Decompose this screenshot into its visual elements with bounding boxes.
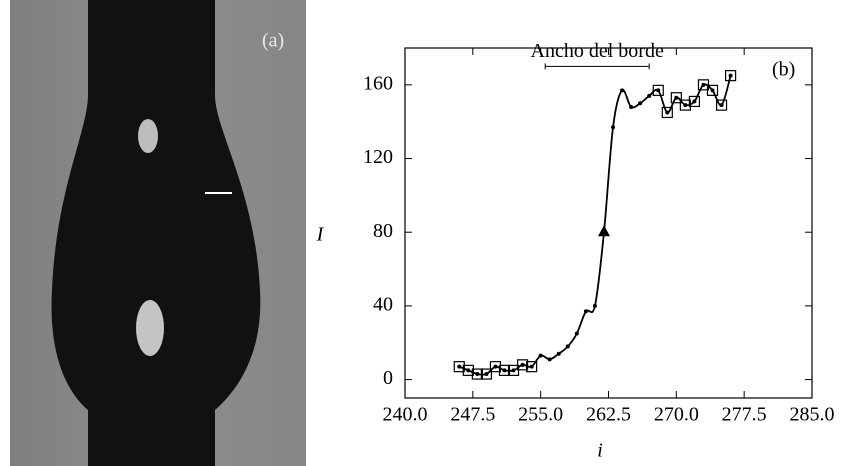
point: [538, 353, 543, 358]
y-tick-label: 80: [373, 220, 393, 242]
bright-spot: [138, 119, 158, 153]
y-tick-label: 0: [383, 367, 393, 389]
point: [592, 303, 597, 308]
point: [692, 99, 697, 104]
square-marker: [489, 361, 502, 373]
square-marker: [471, 368, 483, 380]
square-marker: [498, 364, 511, 376]
point: [611, 125, 616, 130]
photo-panel: (a): [10, 0, 306, 466]
x-axis-label: i: [597, 440, 603, 462]
triangle-marker: [597, 225, 610, 237]
square-marker: [652, 84, 664, 96]
x-tick-label: 277.5: [722, 404, 767, 426]
point: [574, 331, 579, 336]
square-marker: [688, 95, 701, 108]
point: [565, 344, 570, 349]
point: [683, 103, 688, 108]
y-tick-label: 40: [373, 293, 393, 315]
point: [466, 368, 471, 373]
square-marker: [670, 92, 682, 104]
point: [484, 372, 489, 377]
point: [547, 357, 552, 362]
x-tick-label: 270.0: [654, 404, 699, 426]
point: [556, 351, 561, 356]
square-marker: [526, 361, 538, 373]
point: [502, 368, 507, 373]
y-tick-label: 120: [363, 146, 393, 168]
square-marker: [724, 70, 737, 82]
square-marker: [462, 364, 474, 376]
x-tick-label: 262.5: [586, 404, 631, 426]
y-axis-label: I: [316, 224, 325, 246]
square-marker: [679, 99, 691, 111]
square-marker: [480, 368, 492, 380]
x-tick-label: 285.0: [790, 404, 835, 426]
point: [493, 364, 498, 369]
point: [656, 88, 661, 93]
x-tick-label: 240.0: [383, 404, 428, 426]
point: [665, 110, 670, 115]
point: [620, 88, 625, 93]
point: [520, 362, 525, 367]
line: [458, 75, 732, 376]
point: [475, 372, 480, 377]
panel-label: (a): [262, 30, 284, 52]
drop-shape: [51, 0, 261, 466]
point: [583, 309, 588, 314]
square-marker: [715, 99, 728, 111]
plot-frame: [404, 47, 813, 399]
annotation: Ancho del borde: [531, 40, 664, 62]
point: [638, 101, 643, 106]
bright-spot: [136, 300, 164, 356]
x-tick-label: 247.5: [450, 404, 495, 426]
square-marker: [661, 106, 673, 119]
square-marker: [706, 84, 719, 96]
square-marker: [516, 359, 529, 371]
point: [728, 73, 733, 78]
point: [719, 103, 724, 108]
square-marker: [453, 361, 465, 373]
point: [529, 364, 534, 369]
y-tick-label: 160: [363, 72, 393, 94]
point: [701, 82, 706, 87]
point: [629, 104, 634, 109]
panel-label: (b): [772, 59, 795, 81]
point: [647, 93, 652, 98]
point: [457, 364, 462, 369]
point: [511, 368, 516, 373]
x-tick-label: 255.0: [518, 404, 563, 426]
point: [710, 88, 715, 93]
point: [674, 95, 679, 100]
